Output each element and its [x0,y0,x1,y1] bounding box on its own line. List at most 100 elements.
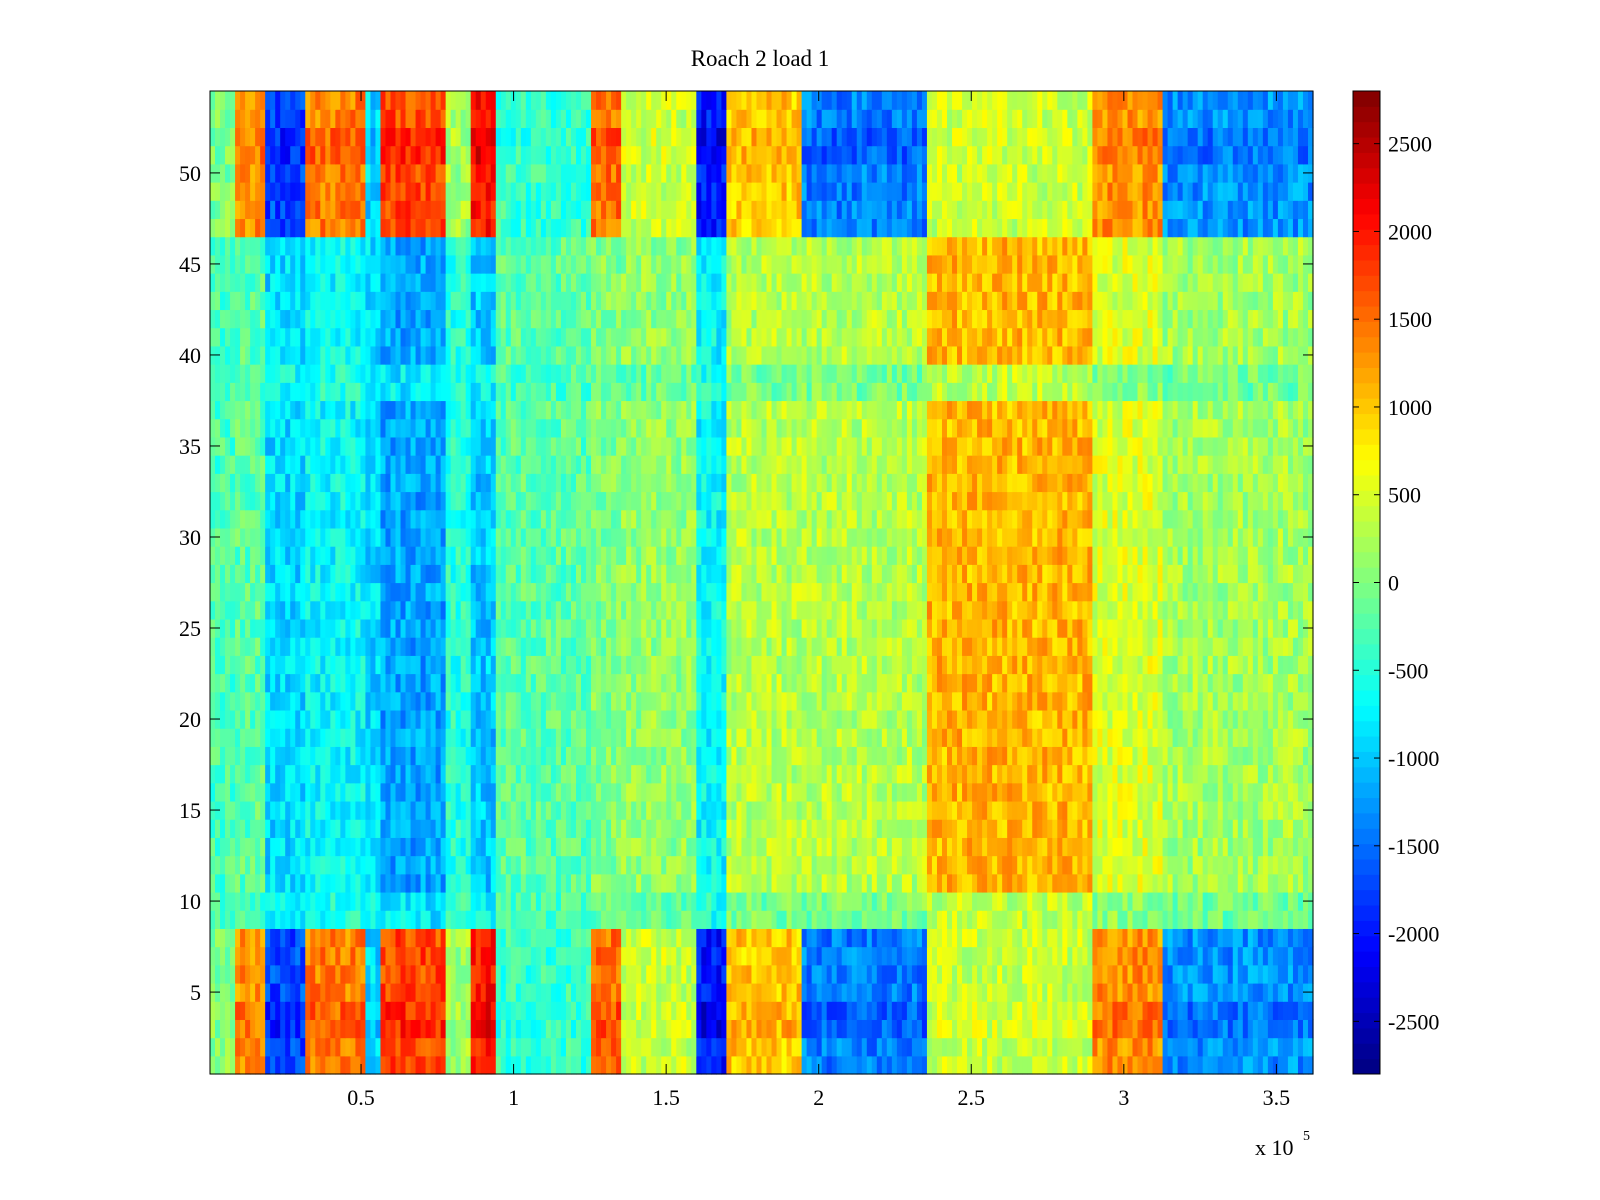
heatmap-cell [836,673,843,693]
heatmap-cell [365,855,372,875]
heatmap-cell [550,728,557,747]
heatmap-cell [1052,946,1058,966]
heatmap-cell [1082,837,1088,857]
heatmap-cell [821,928,828,948]
heatmap-cell [445,1055,452,1075]
heatmap-cell [871,964,878,984]
heatmap-cell [1142,728,1149,747]
heatmap-cell [530,891,537,911]
heatmap-cell [936,964,943,984]
heatmap-cell [706,691,712,711]
heatmap-cell [611,709,617,729]
heatmap-cell [285,946,291,966]
heatmap-cell [726,709,733,729]
heatmap-cell [270,746,276,766]
heatmap-cell [525,964,532,984]
heatmap-cell [982,1055,988,1075]
heatmap-cell [706,946,712,966]
heatmap-cell [952,910,958,929]
heatmap-cell [270,873,276,893]
heatmap-cell [265,928,271,948]
heatmap-cell [771,910,778,929]
heatmap-cell [721,782,727,802]
heatmap-cell [275,1055,281,1075]
heatmap-cell [1262,964,1269,984]
heatmap-cell [586,746,592,766]
heatmap-cell [1082,691,1088,711]
heatmap-cell [906,782,913,802]
heatmap-cell [1012,691,1018,711]
heatmap-cell [210,1037,216,1057]
heatmap-cell [841,910,848,929]
heatmap-cell [1072,928,1078,948]
heatmap-cell [1297,691,1304,711]
heatmap-cell [896,655,903,675]
heatmap-cell [1052,855,1058,875]
heatmap-cell [686,782,692,802]
heatmap-cell [621,891,627,911]
heatmap-cell [215,819,221,838]
heatmap-cell [335,982,341,1002]
heatmap-cell [731,982,738,1002]
heatmap-cell [846,709,853,729]
heatmap-cell [560,819,567,838]
heatmap-cell [1027,746,1033,766]
heatmap-cell [520,910,527,929]
heatmap-cell [1002,891,1008,911]
heatmap-cell [565,982,572,1002]
heatmap-cell [410,691,417,711]
heatmap-cell [611,910,617,929]
heatmap-cell [500,764,507,784]
heatmap-cell [952,946,958,966]
heatmap-cell [651,800,657,820]
heatmap-cell [365,655,372,675]
heatmap-cell [676,1001,682,1020]
heatmap-cell [826,964,833,984]
heatmap-cell [1137,1037,1144,1057]
heatmap-cell [1172,709,1179,729]
heatmap-cell [500,691,507,711]
heatmap-cell [1282,673,1289,693]
heatmap-cell [886,837,893,857]
heatmap-cell [791,891,798,911]
heatmap-cell [1302,1019,1309,1039]
heatmap-cell [270,764,276,784]
heatmap-cell [285,655,291,675]
heatmap-cell [1187,910,1194,929]
heatmap-cell [916,782,923,802]
heatmap-cell [360,655,367,675]
heatmap-cell [1027,1037,1033,1057]
heatmap-cell [676,673,682,693]
heatmap-cell [1122,964,1129,984]
heatmap-cell [811,728,818,747]
heatmap-cell [656,873,662,893]
heatmap-cell [851,873,858,893]
heatmap-cell [360,1019,367,1039]
heatmap-cell [1097,1001,1104,1020]
heatmap-cell [1142,746,1149,766]
heatmap-cell [876,746,883,766]
heatmap-cell [550,855,557,875]
heatmap-cell [1192,1001,1199,1020]
heatmap-cell [1072,819,1078,838]
heatmap-cell [1187,964,1194,984]
heatmap-cell [1097,855,1104,875]
heatmap-cell [265,728,271,747]
heatmap-cell [606,982,612,1002]
heatmap-cell [626,964,632,984]
heatmap-cell [696,964,702,984]
heatmap-cell [1007,1055,1013,1075]
heatmap-cell [1122,928,1129,948]
heatmap-cell [1222,728,1229,747]
heatmap-cell [445,655,452,675]
heatmap-cell [771,1019,778,1039]
heatmap-cell [555,1055,562,1075]
heatmap-cell [400,873,407,893]
heatmap-cell [1292,673,1299,693]
heatmap-cell [656,837,662,857]
heatmap-cell [686,1001,692,1020]
heatmap-cell [380,1001,387,1020]
heatmap-cell [741,910,748,929]
heatmap-cell [921,891,928,911]
heatmap-cell [1122,709,1129,729]
